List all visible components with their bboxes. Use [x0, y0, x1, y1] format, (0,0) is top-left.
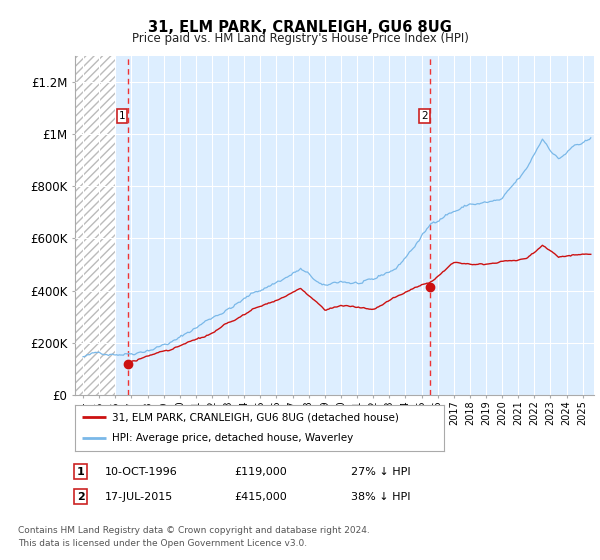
Text: £119,000: £119,000 [234, 466, 287, 477]
Text: 2: 2 [421, 111, 428, 121]
Text: £415,000: £415,000 [234, 492, 287, 502]
Text: This data is licensed under the Open Government Licence v3.0.: This data is licensed under the Open Gov… [18, 539, 307, 548]
Text: 38% ↓ HPI: 38% ↓ HPI [351, 492, 410, 502]
Text: 17-JUL-2015: 17-JUL-2015 [105, 492, 173, 502]
Text: 31, ELM PARK, CRANLEIGH, GU6 8UG (detached house): 31, ELM PARK, CRANLEIGH, GU6 8UG (detach… [112, 412, 399, 422]
Text: Price paid vs. HM Land Registry's House Price Index (HPI): Price paid vs. HM Land Registry's House … [131, 32, 469, 45]
Text: 1: 1 [77, 466, 85, 477]
Text: 27% ↓ HPI: 27% ↓ HPI [351, 466, 410, 477]
Text: 10-OCT-1996: 10-OCT-1996 [105, 466, 178, 477]
Bar [75, 56, 115, 395]
Text: Contains HM Land Registry data © Crown copyright and database right 2024.: Contains HM Land Registry data © Crown c… [18, 526, 370, 535]
Text: 1: 1 [119, 111, 125, 121]
Text: 31, ELM PARK, CRANLEIGH, GU6 8UG: 31, ELM PARK, CRANLEIGH, GU6 8UG [148, 20, 452, 35]
Text: HPI: Average price, detached house, Waverley: HPI: Average price, detached house, Wave… [112, 433, 353, 444]
Text: 2: 2 [77, 492, 85, 502]
